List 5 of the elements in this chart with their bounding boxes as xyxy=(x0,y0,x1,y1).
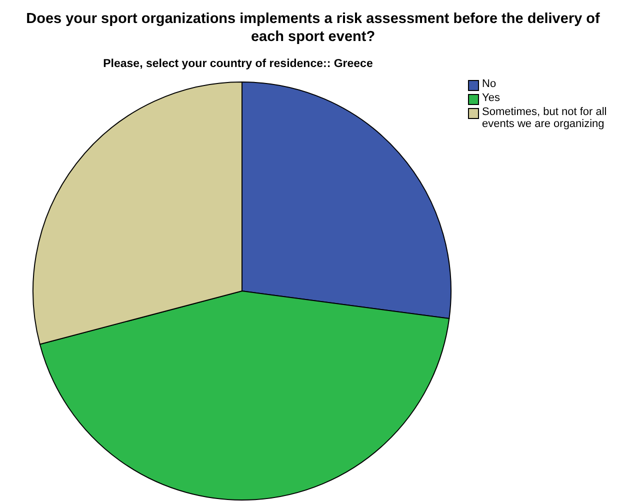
legend-label: Sometimes, but not for all events we are organizing xyxy=(482,106,608,130)
chart-title: Does your sport organizations implements a risk assessment before the delivery of each sport event? xyxy=(25,10,601,46)
chart-subtitle: Please, select your country of residence:: Greece xyxy=(102,58,374,70)
legend-label: No xyxy=(482,78,496,90)
legend-label: Yes xyxy=(482,92,500,104)
